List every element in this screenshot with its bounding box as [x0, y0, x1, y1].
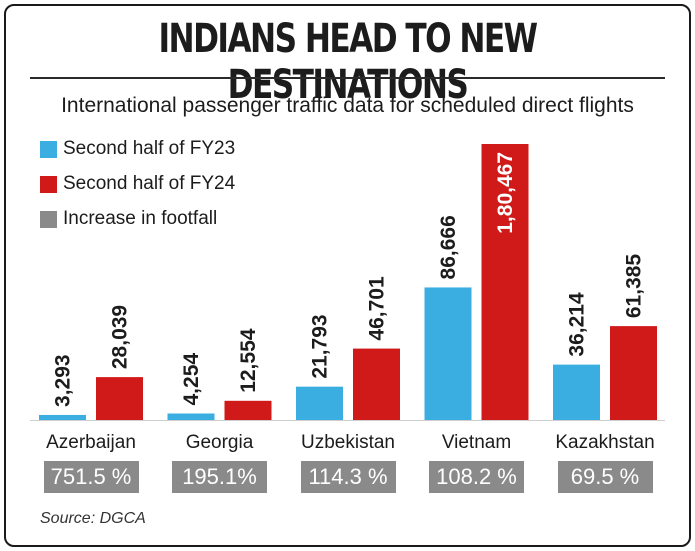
bar-fy24-vietnam	[481, 144, 529, 420]
category-label-uzbekistan: Uzbekistan	[301, 432, 395, 453]
increase-badge: 751.5 %	[43, 461, 139, 493]
data-label-fy24-georgia: 12,554	[237, 328, 260, 393]
category-label-georgia: Georgia	[186, 432, 254, 453]
increase-badge: 108.2 %	[429, 461, 524, 493]
bar-fy24-kazakhstan	[610, 326, 657, 420]
chart-title: INDIANS HEAD TO NEW DESTINATIONS	[158, 16, 538, 108]
chart-frame	[4, 4, 691, 547]
chart-subtitle: International passenger traffic data for…	[61, 94, 634, 117]
data-label-fy23-azerbaijan: 3,293	[52, 354, 75, 407]
data-label-fy24-kazakhstan: 61,385	[623, 254, 646, 319]
bar-fy23-uzbekistan	[296, 386, 343, 420]
legend-swatch-fy24	[40, 175, 57, 193]
category-label-azerbaijan: Azerbaijan	[46, 432, 136, 453]
data-label-fy23-georgia: 4,254	[180, 353, 203, 406]
data-label-fy23-uzbekistan: 21,793	[309, 314, 332, 378]
increase-badge: 69.5 %	[557, 461, 653, 493]
bar-fy24-azerbaijan	[96, 377, 143, 420]
increase-badge: 114.3 %	[300, 461, 396, 493]
legend-item-fy24: Second half of FY24	[40, 173, 235, 195]
increase-badge: 195.1%	[172, 461, 267, 493]
bar-fy23-vietnam	[424, 287, 472, 420]
data-label-fy24-vietnam: 1,80,467	[494, 152, 517, 234]
legend-label-fy24: Second half of FY24	[63, 173, 236, 194]
legend-swatch-increase	[40, 210, 57, 228]
category-label-kazakhstan: Kazakhstan	[555, 432, 654, 453]
title-divider	[30, 77, 665, 79]
category-label-vietnam: Vietnam	[442, 432, 511, 453]
bar-fy23-azerbaijan	[39, 414, 86, 420]
legend-label-fy23: Second half of FY23	[63, 138, 236, 159]
legend: Second half of FY23 Second half of FY24 …	[40, 138, 235, 243]
data-label-fy24-azerbaijan: 28,039	[109, 305, 132, 369]
bar-fy24-georgia	[224, 400, 272, 420]
data-label-fy23-kazakhstan: 36,214	[566, 292, 589, 357]
increase-row: 751.5 % 195.1% 114.3 % 108.2 % 69.5 %	[0, 461, 695, 493]
bar-fy23-georgia	[167, 413, 215, 420]
source-note: Source: DGCA	[40, 510, 146, 527]
bar-fy23-kazakhstan	[553, 364, 600, 420]
bar-fy24-uzbekistan	[353, 348, 400, 420]
data-label-fy24-uzbekistan: 46,701	[366, 276, 389, 341]
legend-swatch-fy23	[40, 140, 57, 158]
legend-item-fy23: Second half of FY23	[40, 138, 235, 160]
legend-item-increase: Increase in footfall	[40, 208, 235, 230]
legend-label-increase: Increase in footfall	[63, 208, 218, 229]
data-label-fy23-vietnam: 86,666	[437, 215, 460, 279]
